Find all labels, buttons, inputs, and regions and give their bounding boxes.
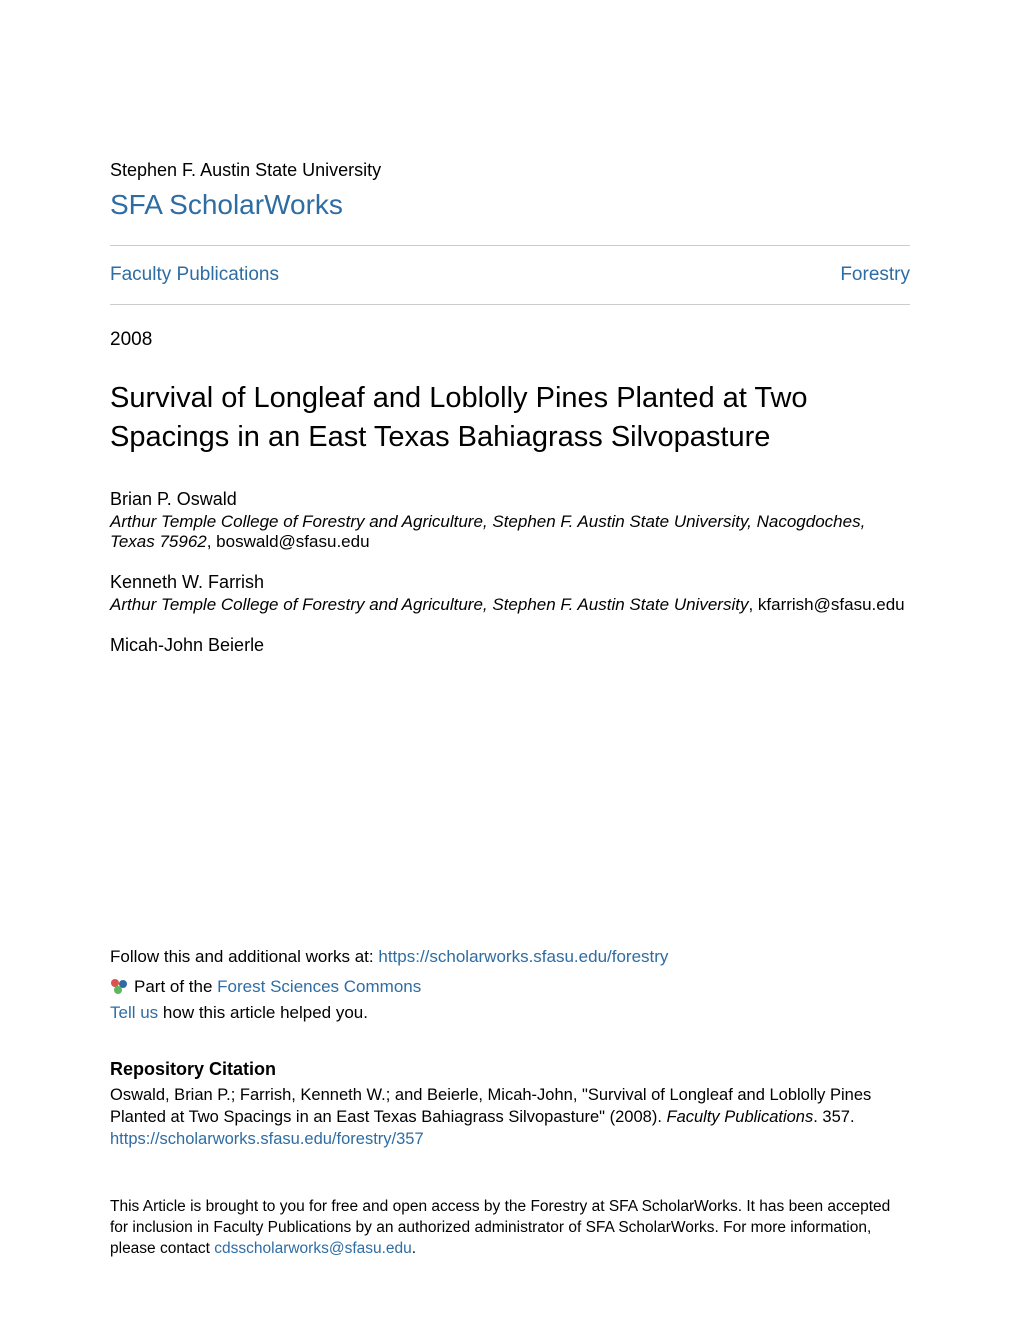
article-title: Survival of Longleaf and Loblolly Pines … xyxy=(110,379,910,457)
follow-works-line: Follow this and additional works at: htt… xyxy=(110,947,910,967)
author-name: Micah-John Beierle xyxy=(110,635,910,656)
forestry-link[interactable]: Forestry xyxy=(840,264,910,286)
contact-email-link[interactable]: cdsscholarworks@sfasu.edu xyxy=(214,1240,412,1257)
citation-heading: Repository Citation xyxy=(110,1059,910,1080)
author-affiliation: Arthur Temple College of Forestry and Ag… xyxy=(110,512,910,552)
commons-link[interactable]: Forest Sciences Commons xyxy=(217,977,421,997)
author-affiliation: Arthur Temple College of Forestry and Ag… xyxy=(110,595,910,615)
publication-year: 2008 xyxy=(110,329,910,351)
tell-us-link[interactable]: Tell us xyxy=(110,1003,158,1022)
footer-statement: This Article is brought to you for free … xyxy=(110,1197,910,1260)
institution-name: Stephen F. Austin State University xyxy=(110,160,910,181)
author-block: Micah-John Beierle xyxy=(110,635,910,658)
citation-body: Oswald, Brian P.; Farrish, Kenneth W.; a… xyxy=(110,1084,910,1129)
author-name: Kenneth W. Farrish xyxy=(110,572,910,593)
tell-us-line: Tell us how this article helped you. xyxy=(110,1003,910,1023)
breadcrumb-nav: Faculty Publications Forestry xyxy=(110,245,910,305)
author-block: Brian P. Oswald Arthur Temple College of… xyxy=(110,489,910,552)
repository-name-link[interactable]: SFA ScholarWorks xyxy=(110,189,910,221)
author-name: Brian P. Oswald xyxy=(110,489,910,510)
faculty-publications-link[interactable]: Faculty Publications xyxy=(110,264,279,286)
follow-works-link[interactable]: https://scholarworks.sfasu.edu/forestry xyxy=(378,947,668,966)
network-icon xyxy=(110,978,128,996)
part-of-line: Part of the Forest Sciences Commons xyxy=(110,977,910,997)
author-block: Kenneth W. Farrish Arthur Temple College… xyxy=(110,572,910,615)
citation-url-link[interactable]: https://scholarworks.sfasu.edu/forestry/… xyxy=(110,1130,910,1149)
